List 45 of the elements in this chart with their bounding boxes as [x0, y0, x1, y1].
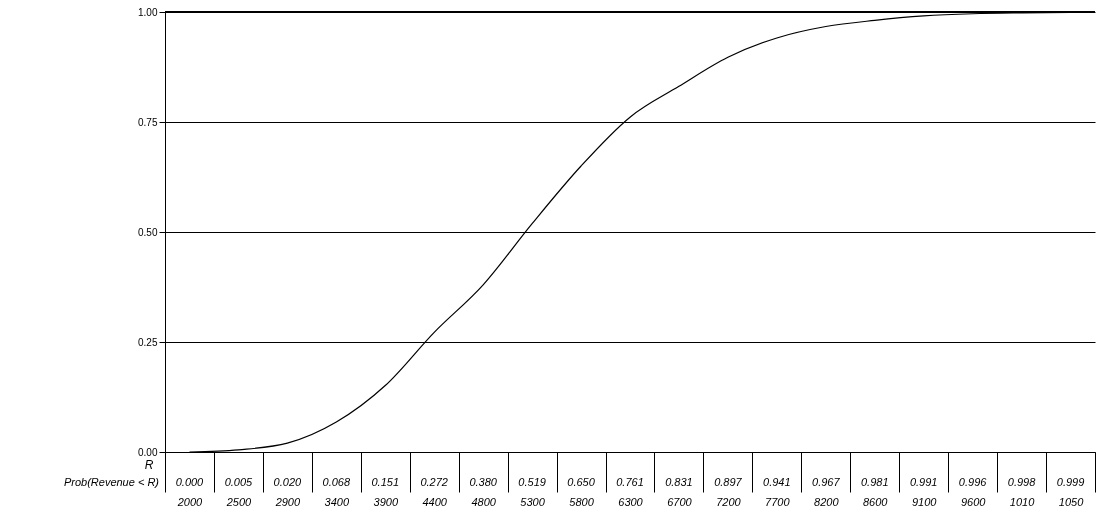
x-tick-label: 8200	[814, 495, 840, 508]
data-label: 0.068	[322, 476, 351, 488]
x-tick-label: 2900	[274, 495, 301, 508]
data-label: 0.941	[763, 476, 791, 488]
x-tick-label: 9100	[911, 495, 938, 508]
x-tick-label: 9600	[960, 495, 987, 508]
data-label: 0.020	[273, 476, 303, 488]
data-label: 0.996	[958, 476, 988, 488]
x-tick-label: 8600	[862, 495, 889, 508]
y-tick-label: 1.00	[138, 6, 158, 18]
data-label: 0.999	[1056, 476, 1085, 488]
x-tick-label: 6700	[667, 495, 693, 508]
x-tick-label: 2500	[225, 495, 253, 508]
y-tick-label: 0.00	[138, 446, 158, 458]
text: Prob(Revenue < R)	[63, 476, 160, 488]
data-label: 0.005	[224, 476, 254, 488]
x-tick-label: 4800	[471, 495, 497, 508]
x-tick-label: 6300	[618, 495, 644, 508]
x-tick-label: 3900	[373, 495, 399, 508]
data-label: 0.998	[1007, 476, 1037, 488]
x-tick-label: 3400	[324, 495, 350, 508]
data-label: 0.272	[420, 476, 448, 488]
x-tick-label: 7200	[716, 495, 742, 508]
data-label: 0.151	[371, 476, 400, 488]
x-tick-label: 1050	[1058, 495, 1085, 508]
x-tick-label: 1010	[1009, 495, 1036, 508]
x-tick-label: 5800	[569, 495, 595, 508]
x-tick-label: 2000	[176, 495, 204, 508]
y-tick-label: 0.25	[138, 336, 158, 348]
y-tick-label: 0.75	[138, 116, 158, 128]
data-label: 0.000	[175, 476, 205, 488]
data-label: 0.991	[909, 476, 938, 488]
data-label: 0.650	[567, 476, 596, 488]
x-tick-label: 5300	[520, 495, 546, 508]
data-label: 0.761	[616, 476, 644, 488]
x-axis-title: R	[144, 457, 154, 472]
data-label: 0.967	[812, 476, 841, 488]
y-tick-label: 0.50	[138, 226, 158, 238]
data-label: 0.519	[518, 476, 546, 488]
data-label: 0.380	[469, 476, 498, 488]
data-label: 0.831	[665, 476, 693, 488]
x-tick-label: 7700	[765, 495, 791, 508]
data-label: 0.981	[860, 476, 889, 488]
data-label: 0.897	[714, 476, 743, 488]
x-tick-label: 4400	[422, 495, 448, 508]
